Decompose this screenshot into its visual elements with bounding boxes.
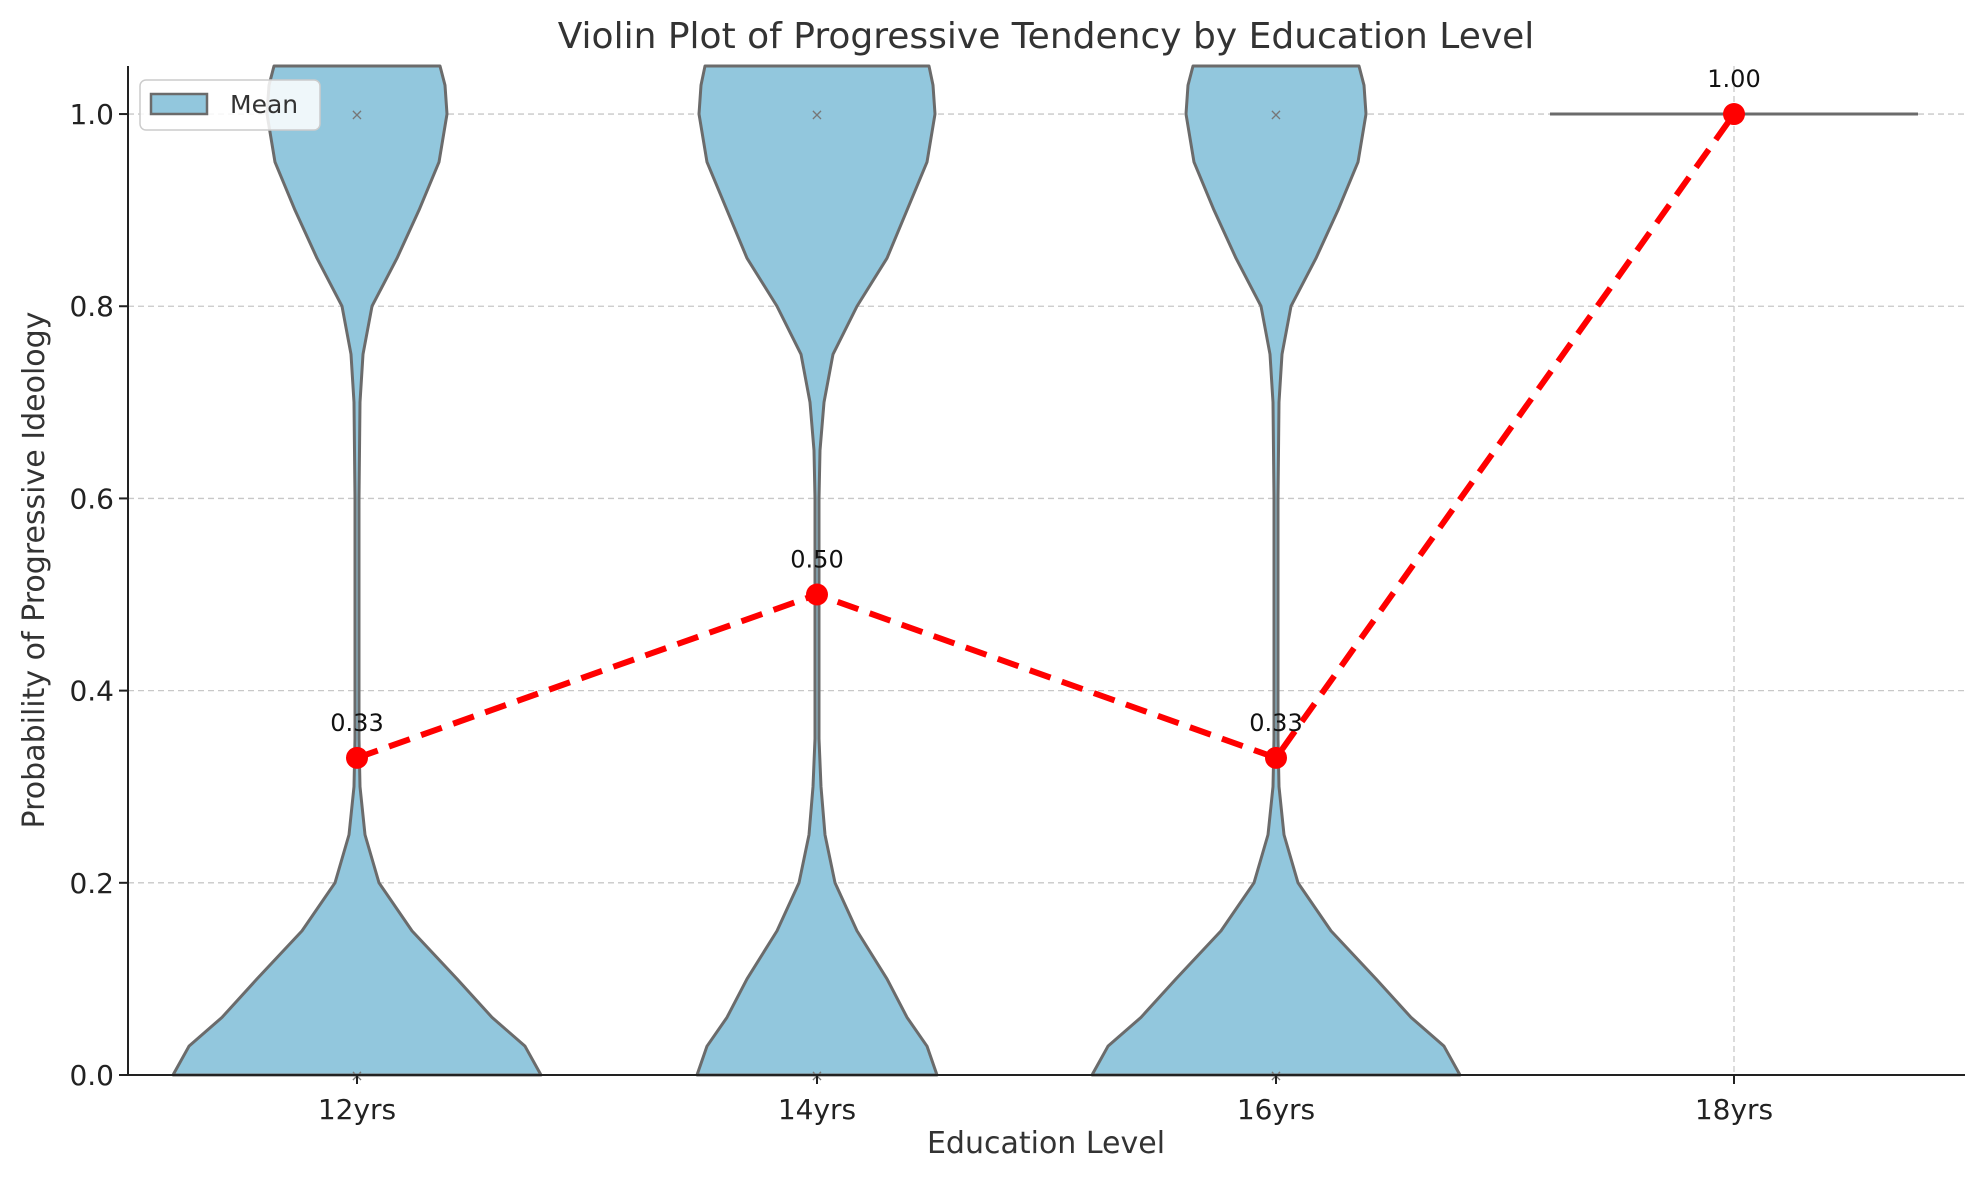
mean-point — [1723, 103, 1745, 126]
x-tick-label: 12yrs — [318, 1093, 396, 1126]
y-tick-label: 0.2 — [69, 867, 114, 900]
x-tick-label: 18yrs — [1695, 1093, 1773, 1126]
mean-value-label: 1.00 — [1707, 65, 1760, 93]
ticks: 0.0 0.2 0.4 0.6 0.8 1.0 12yrs 14yrs 16yrs 18yrs — [69, 98, 1773, 1126]
mean-line — [355, 112, 1737, 762]
x-axis-title: Education Level — [927, 1126, 1165, 1161]
legend-label-mean: Mean — [230, 90, 298, 119]
mean-point — [806, 583, 828, 606]
violin-max-marker: × — [350, 105, 363, 124]
mean-line-series — [346, 103, 1745, 769]
legend-swatch — [149, 92, 209, 116]
y-axis-title: Probability of Progressive Ideology — [17, 312, 52, 829]
legend-box — [139, 79, 321, 131]
axes — [127, 66, 1965, 1076]
violin-16yrs — [1090, 64, 1462, 1077]
y-tick-label: 0.4 — [69, 675, 114, 708]
violin-max-marker: × — [810, 105, 823, 124]
mean-value-label: 0.33 — [330, 709, 383, 737]
y-tick-label: 1.0 — [69, 98, 114, 131]
y-tick-label: 0.6 — [69, 482, 114, 515]
violin-14yrs — [695, 64, 939, 1077]
mean-point — [346, 746, 368, 769]
mean-value-label: 0.50 — [790, 546, 843, 574]
x-tick-label: 14yrs — [778, 1093, 856, 1126]
y-tick-label: 0.8 — [69, 290, 114, 323]
y-tick-label: 0.0 — [69, 1059, 114, 1092]
data-labels: 0.33 0.50 0.33 1.00 — [330, 65, 1760, 737]
violin-12yrs — [171, 64, 543, 1077]
mean-value-label: 0.33 — [1249, 709, 1302, 737]
chart-title: Violin Plot of Progressive Tendency by E… — [558, 16, 1535, 57]
violins: ×××××× — [171, 64, 1918, 1085]
x-tick-label: 16yrs — [1237, 1093, 1315, 1126]
legend: Mean — [139, 79, 321, 131]
mean-point — [1265, 746, 1287, 769]
violin-max-marker: × — [1269, 105, 1282, 124]
